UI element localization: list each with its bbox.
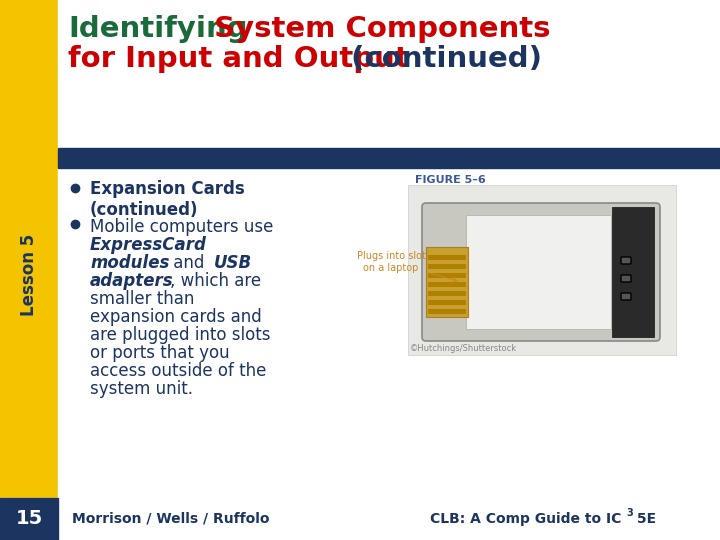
Text: 3: 3: [626, 508, 633, 518]
Bar: [58, 0, 720, 150]
Text: CLB: A Comp Guide to IC: CLB: A Comp Guide to IC: [430, 512, 621, 526]
Text: 5E: 5E: [632, 512, 656, 526]
Text: FIGURE 5–6: FIGURE 5–6: [415, 175, 486, 185]
Bar: [426, 247, 468, 317]
Text: ExpressCard: ExpressCard: [90, 236, 207, 254]
Text: expansion cards and: expansion cards and: [90, 308, 262, 326]
FancyBboxPatch shape: [621, 275, 631, 282]
Text: ©Hutchings/Shutterstock: ©Hutchings/Shutterstock: [410, 344, 517, 353]
Bar: [612, 207, 654, 337]
Text: adapters: adapters: [90, 272, 174, 290]
Text: smaller than: smaller than: [90, 290, 194, 308]
Bar: [428, 300, 466, 305]
Text: Identifying: Identifying: [68, 15, 248, 43]
FancyBboxPatch shape: [621, 257, 631, 264]
Text: Mobile computers use: Mobile computers use: [90, 218, 274, 236]
Text: modules: modules: [90, 254, 169, 272]
Text: and: and: [168, 254, 210, 272]
Bar: [428, 282, 466, 287]
Text: for Input and Output: for Input and Output: [68, 45, 409, 73]
FancyBboxPatch shape: [621, 293, 631, 300]
Bar: [408, 185, 676, 355]
Bar: [428, 264, 466, 269]
Text: USB: USB: [214, 254, 252, 272]
Bar: [428, 273, 466, 278]
Text: are plugged into slots: are plugged into slots: [90, 326, 271, 344]
Text: , which are: , which are: [170, 272, 261, 290]
Text: (continued): (continued): [341, 45, 542, 73]
FancyBboxPatch shape: [422, 203, 660, 341]
Text: or ports that you: or ports that you: [90, 344, 230, 362]
Bar: [428, 309, 466, 314]
Bar: [58, 168, 720, 498]
Text: Morrison / Wells / Ruffolo: Morrison / Wells / Ruffolo: [72, 512, 269, 526]
Bar: [0, 498, 720, 540]
Text: 15: 15: [15, 510, 42, 529]
Text: access outside of the: access outside of the: [90, 362, 266, 380]
Bar: [58, 148, 720, 168]
Bar: [428, 255, 466, 260]
Text: system unit.: system unit.: [90, 380, 193, 398]
Text: Lesson 5: Lesson 5: [20, 234, 38, 316]
Text: Plugs into slot
on a laptop: Plugs into slot on a laptop: [356, 251, 457, 282]
Text: System Components: System Components: [204, 15, 551, 43]
Bar: [428, 291, 466, 296]
Bar: [0, 498, 58, 540]
Text: Expansion Cards
(continued): Expansion Cards (continued): [90, 180, 245, 219]
Bar: [466, 215, 611, 329]
Bar: [0, 0, 58, 540]
